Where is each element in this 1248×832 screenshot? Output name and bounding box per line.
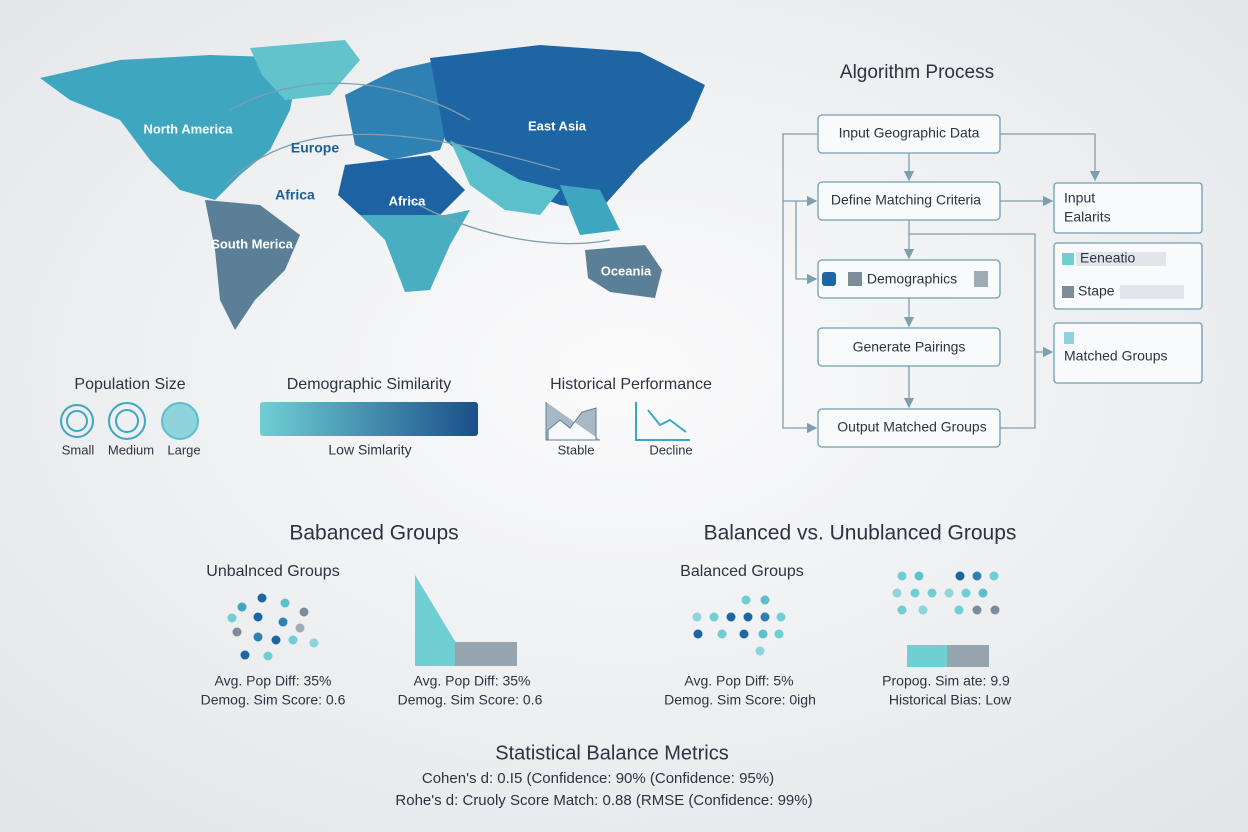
flow-node: Demographics [867, 271, 957, 287]
metric-text: Demog. Sim Score: 0.6 [398, 692, 543, 708]
footer-title: Statistical Balance Metrics [495, 742, 728, 764]
legend-label: Stable [558, 442, 595, 457]
flow-node: Output Matched Groups [837, 419, 986, 435]
right-section: Balanced vs. Unublanced Groups Balanced … [664, 522, 1016, 708]
metric-text: Avg. Pop Diff: 5% [684, 673, 793, 689]
side-text: Ealarits [1064, 209, 1111, 225]
metric-text: Avg. Pop Diff: 35% [215, 673, 332, 689]
legend-title: Historical Performance [550, 376, 712, 393]
legend-title: Population Size [74, 376, 185, 393]
side-text: Stape [1078, 283, 1115, 299]
world-map: North America Europe Africa South Merica… [40, 40, 705, 330]
footer-line: Rohe's d: Cruoly Score Match: 0.88 (RMSE… [395, 792, 812, 809]
section-subtitle: Balanced Groups [680, 563, 804, 580]
map-label: Africa [389, 193, 427, 208]
map-label: Africa [275, 187, 315, 203]
legend-label: Small [62, 442, 95, 457]
footer-line: Cohen's d: 0.I5 (Confidence: 90% (Confid… [422, 770, 774, 787]
side-text: Input [1064, 190, 1095, 206]
metric-text: Historical Bias: Low [889, 692, 1012, 708]
dot-cluster [692, 571, 1000, 656]
footer: Statistical Balance Metrics Cohen's d: 0… [395, 742, 812, 809]
bar-shape [947, 645, 989, 667]
section-title: Balanced vs. Unublanced Groups [704, 522, 1017, 545]
left-section: Babanced Groups Unbalnced Groups Avg. Po… [201, 522, 543, 708]
legend-title: Demographic Similarity [287, 376, 452, 393]
flowchart: Algorithm Process Input Geographic Data … [782, 62, 1203, 448]
legend-label: Medium [108, 442, 154, 457]
flow-node: Generate Pairings [853, 339, 966, 355]
metric-text: Demog. Sim Score: 0igh [664, 692, 816, 708]
map-label: Oceania [601, 263, 652, 278]
metric-text: Avg. Pop Diff: 35% [414, 673, 531, 689]
map-label: South Merica [211, 236, 293, 251]
legend-caption: Low Simlarity [328, 442, 411, 458]
section-title: Babanced Groups [289, 522, 458, 545]
section-subtitle: Unbalnced Groups [206, 563, 339, 580]
similarity-bar [260, 402, 478, 436]
flow-node: Define Matching Criteria [831, 192, 981, 208]
map-label: North America [143, 121, 233, 136]
side-text: Matched Groups [1064, 348, 1168, 364]
flow-node: Input Geographic Data [839, 125, 980, 141]
bar-shape [455, 642, 517, 666]
metric-text: Propog. Sim ate: 9.9 [882, 673, 1010, 689]
legend: Population Size Small Medium Large Demog… [60, 376, 712, 458]
dot-cluster [227, 593, 319, 661]
metric-text: Demog. Sim Score: 0.6 [201, 692, 346, 708]
legend-label: Large [167, 442, 200, 457]
bar-shape [907, 645, 947, 667]
map-label: East Asia [528, 118, 587, 133]
side-text: Eeneatio [1080, 250, 1135, 266]
map-label: Europe [291, 140, 339, 156]
flow-title: Algorithm Process [840, 62, 994, 83]
legend-label: Decline [649, 442, 692, 457]
